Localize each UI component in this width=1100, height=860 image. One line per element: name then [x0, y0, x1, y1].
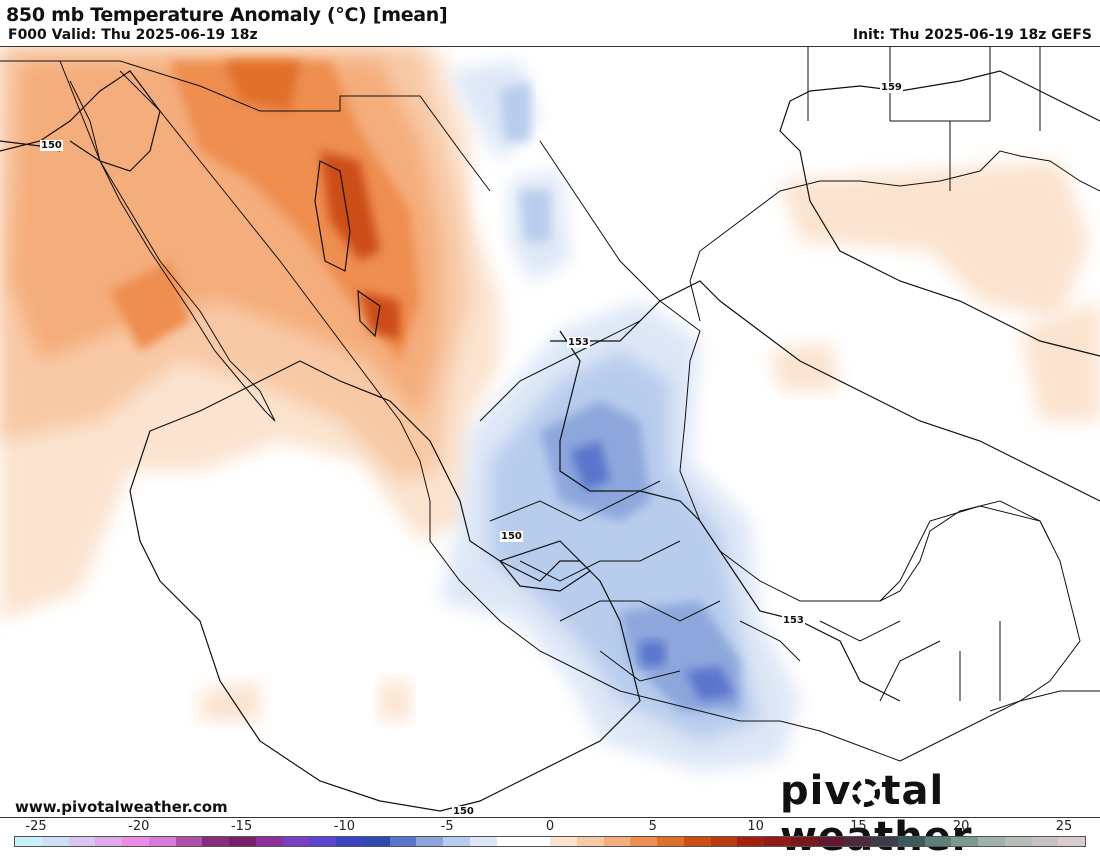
colorbar-swatch: [978, 837, 1005, 846]
colorbar-tick-label: 10: [747, 819, 764, 834]
colorbar-swatch: [202, 837, 229, 846]
colorbar-swatch: [844, 837, 871, 846]
colorbar-tick-label: 5: [648, 819, 657, 834]
colorbar-swatch: [68, 837, 96, 846]
colorbar-swatch: [817, 837, 845, 846]
contour-label: 150: [500, 531, 523, 542]
colorbar-swatch: [657, 837, 684, 846]
colorbar-swatch: [550, 837, 577, 846]
colorbar-swatch: [1004, 837, 1032, 846]
colorbar-swatch: [764, 837, 791, 846]
colorbar-swatch: [790, 837, 818, 846]
gear-icon: [852, 779, 881, 807]
colorbar-tick-label: 25: [1055, 819, 1073, 834]
cool-anomaly-field: [440, 61, 800, 771]
colorbar-tick-label: 20: [952, 819, 970, 834]
colorbar-swatch: [362, 837, 390, 846]
colorbar-swatch: [1058, 837, 1085, 846]
colorbar-swatch: [148, 837, 176, 846]
colorbar-swatch: [469, 837, 497, 846]
contour-label: 159: [880, 82, 903, 93]
colorbar-swatch: [309, 837, 336, 846]
valid-time: F000 Valid: Thu 2025-06-19 18z: [8, 27, 258, 43]
colorbar-swatch: [15, 837, 42, 846]
colorbar-tick-label: -5: [440, 819, 454, 834]
colorbar-swatch: [1031, 837, 1059, 846]
map-title: 850 mb Temperature Anomaly (°C) [mean]: [6, 4, 448, 26]
colorbar-swatch: [683, 837, 711, 846]
colorbar: [14, 836, 1086, 847]
colorbar-swatch: [871, 837, 898, 846]
colorbar-swatch: [603, 837, 631, 846]
colorbar-swatch: [255, 837, 283, 846]
init-time: Init: Thu 2025-06-19 18z GEFS: [852, 27, 1092, 43]
colorbar-swatch: [41, 837, 69, 846]
colorbar-tick-label: -10: [333, 819, 356, 834]
contour-label: 150: [452, 806, 475, 817]
colorbar-tick-label: -25: [25, 819, 47, 834]
colorbar-swatch: [175, 837, 203, 846]
colorbar-swatch: [630, 837, 657, 846]
colorbar-swatch: [95, 837, 122, 846]
website-label: www.pivotalweather.com: [15, 798, 228, 816]
contour-label: 153: [782, 615, 805, 626]
colorbar-tick-label: 0: [545, 819, 555, 834]
colorbar-swatch: [951, 837, 978, 846]
map-canvas: [0, 47, 1100, 812]
colorbar-swatch: [389, 837, 417, 846]
colorbar-swatch: [523, 837, 550, 846]
colorbar-swatch: [122, 837, 149, 846]
height-contours: [0, 70, 1100, 812]
colorbar-swatch: [924, 837, 952, 846]
colorbar-swatch: [576, 837, 604, 846]
colorbar-swatch: [229, 837, 256, 846]
colorbar-ticks: -25 -20 -15 -10 -5 0 5 10 15 20 25: [0, 819, 1100, 835]
colorbar-swatch: [496, 837, 524, 846]
header: 850 mb Temperature Anomaly (°C) [mean] F…: [0, 0, 1100, 46]
colorbar-swatch: [336, 837, 363, 846]
coastlines: [0, 47, 1100, 762]
colorbar-swatch: [282, 837, 310, 846]
brand-left: piv: [780, 768, 852, 814]
colorbar-swatch: [443, 837, 470, 846]
map-panel[interactable]: 150 159 153 150 153 150: [0, 46, 1100, 818]
colorbar-swatch: [897, 837, 925, 846]
colorbar-tick-label: -15: [230, 819, 253, 834]
colorbar-swatch: [416, 837, 443, 846]
colorbar-tick-label: 15: [850, 819, 867, 834]
contour-label: 150: [40, 140, 63, 151]
colorbar-swatch: [710, 837, 738, 846]
contour-label: 153: [567, 337, 590, 348]
colorbar-tick-label: -20: [128, 819, 150, 834]
colorbar-swatch: [737, 837, 764, 846]
